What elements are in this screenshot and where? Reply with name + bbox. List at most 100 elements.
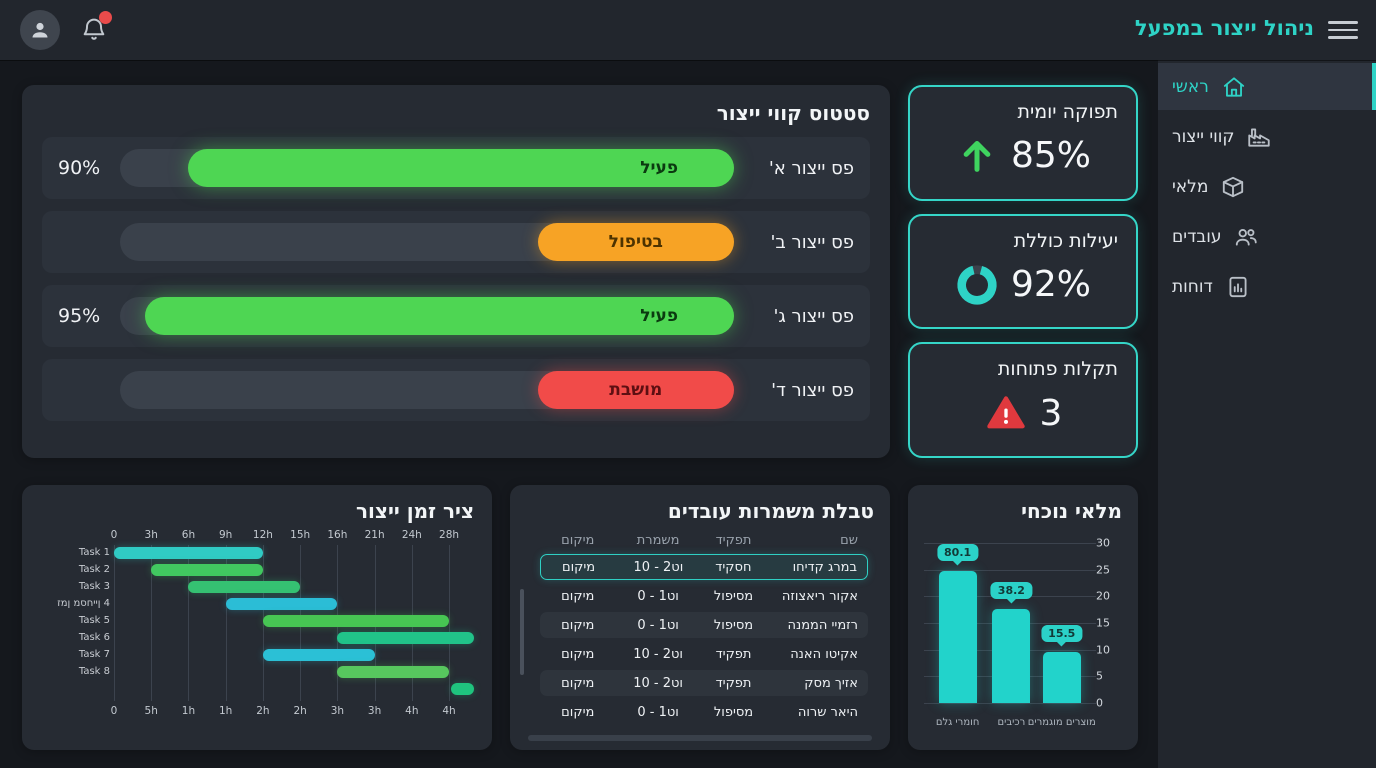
inventory-bar [992,609,1031,703]
inventory-ytick: 5 [1096,669,1103,683]
production-line-label: פס ייצור ב' [770,231,854,253]
gantt-axis-tick: 28h [439,529,460,541]
gantt-axis-tick: 12h [252,529,273,541]
cell-role: מסיפול [713,704,754,720]
sidebar-item-production-lines[interactable]: קווי ייצור [1158,113,1376,160]
cell-name: אקיטו האנה [790,646,858,662]
gantt-task-bar [262,649,375,661]
cell-name: היאר שרוה [797,704,858,720]
sidebar-item-reports[interactable]: דוחות [1158,263,1376,310]
inventory-ytick: 10 [1096,643,1110,657]
cell-shift: 10 - 2טו [633,559,684,575]
cell-shift: 0 - 1טו [637,588,679,604]
sidebar-item-inventory[interactable]: מלאי [1158,163,1376,210]
gantt-task-label: Task 2 [78,564,110,575]
gantt-task-label: Task 6 [78,632,110,643]
line-status-text: פעיל [640,158,678,178]
box-icon [1220,174,1246,200]
progress-fill-active: פעיל [187,149,734,187]
up-arrow-icon [955,134,999,178]
cell-shift: 0 - 1טו [637,704,679,720]
notifications-bell-icon[interactable] [80,11,112,45]
kpi-title: תקלות פתוחות [997,358,1118,381]
kpi-column: תפוקה יומית 85% יעילות כוללת 92% תקלות פתוחו… [908,85,1138,459]
shifts-table-row[interactable]: אקור ריאצוזה מסיפול 0 - 1טו מיקום [540,583,868,609]
shifts-table-row[interactable]: היאר שרוה מסיפול 0 - 1טו מיקום [540,699,868,725]
table-horizontal-scrollbar[interactable] [528,735,872,741]
kpi-value: 85% [1010,135,1091,177]
cell-name: אקור ריאצוזה [781,588,858,604]
person-icon [32,22,48,38]
table-vertical-scrollbar[interactable] [520,589,524,675]
inventory-category-label: חומרי גלם [935,717,980,728]
kpi-card-daily-output[interactable]: תפוקה יומית 85% [908,85,1138,201]
shifts-table-title: טבלת משמרות עובדים [667,499,874,523]
gantt-task-bar [450,683,474,695]
gantt-plot: Task 1 Task 2 Task 3 זמן מסחיין 4 Task 5 Task… [57,545,474,701]
shifts-table-body: במרג קדיחו חסקיד 10 - 2טו מיקום אקור ריאצוזה… [526,554,874,725]
gantt-axis-tick: 5h [144,705,158,717]
gantt-gridline [449,545,451,701]
line-status-text: מושבת [609,380,663,400]
inventory-gridline [924,543,1096,544]
gantt-task-label: Task 8 [78,666,110,677]
progress-track: פעיל [120,149,734,187]
sidebar-item-employees[interactable]: עובדים [1158,213,1376,260]
gantt-gridline [188,545,190,701]
cell-location: מיקום [561,588,595,604]
cell-name: במרג קדיחו [792,559,857,575]
kpi-value-row: 85% [928,123,1118,189]
cell-location: מיקום [561,617,595,633]
gantt-task-label: זמן מסחיין 4 [57,598,110,609]
line-status-text: בטיפול [608,232,663,252]
kpi-title: תפוקה יומית [1017,101,1118,123]
gantt-axis-tick: 1h [219,705,233,717]
gantt-bottom-axis: 0 5h 1h 1h 2h 2h 3h 3h 4h 4h [111,705,474,721]
production-timeline-panel: ציר זמן ייצור 0 3h 6h 9h 12h 15h 16h 21h 24h 28h … [22,485,492,750]
gantt-task-label: Task 5 [78,615,110,626]
progress-fill-maintenance: בטיפול [537,223,734,261]
hamburger-menu-icon[interactable] [1328,21,1358,39]
cell-role: מסיפול [713,617,754,633]
inventory-categories: חומרי גלם רכיבים מוצרים מוגמרים [924,717,1096,733]
kpi-card-overall-efficiency[interactable]: יעילות כוללת 92% [908,213,1138,330]
notification-dot [99,11,112,24]
cell-name: אזיך מסק [804,675,858,691]
shifts-table-row[interactable]: אקיטו האנה תפקיד 10 - 2טו מיקום [540,641,868,667]
cell-shift: 0 - 1טו [637,617,679,633]
kpi-value-row: 3 [928,380,1118,446]
progress-track: פעיל [120,297,734,335]
shifts-table-row[interactable]: במרג קדיחו חסקיד 10 - 2טו מיקום [540,554,868,580]
kpi-card-open-faults[interactable]: תקלות פתוחות 3 [908,342,1138,459]
gantt-task-bar [188,581,301,593]
shifts-header-loc: מיקום [561,533,595,548]
gantt-gridline [151,545,153,701]
user-avatar[interactable] [20,10,60,50]
line-percent: 95% [58,305,101,327]
sidebar: ראשי קווי ייצור מלאי עובדים דוחות [1158,60,1376,768]
shifts-table-row[interactable]: אזיך מסק תפקיד 10 - 2טו מיקום [540,670,868,696]
cell-role: תפקיד [715,646,752,662]
production-lines-status-panel: סטטוס קווי ייצור פס ייצור א' פעיל 90% פס יי… [22,85,890,458]
shifts-table-row[interactable]: רזמיי הממנה מסיפול 0 - 1טו מיקום [540,612,868,638]
line-status-text: פעיל [640,306,678,326]
sidebar-item-label: מלאי [1172,176,1209,197]
inventory-gridline [924,569,1096,571]
sidebar-item-label: ראשי [1172,76,1209,97]
production-line-row: פס ייצור א' פעיל 90% [42,137,870,199]
progress-track: בטיפול [120,223,734,261]
gantt-axis-tick: 4h [405,705,419,717]
production-line-label: פס ייצור ג' [773,305,854,327]
inventory-bar [1042,652,1081,703]
cell-shift: 10 - 2טו [633,675,683,691]
gantt-task-bar [151,564,263,576]
gantt-axis-tick: 3h [367,705,382,717]
progress-fill-active: פעיל [144,297,734,335]
cell-role: תפקיד [715,675,752,691]
inventory-category-label: מוצרים מוגמרים [1027,717,1096,728]
sidebar-item-home[interactable]: ראשי [1158,63,1376,110]
gantt-gridline [114,545,115,701]
shifts-header-shift: משמרת [636,533,680,548]
gantt-axis-tick: 21h [364,529,385,541]
inventory-ytick: 30 [1096,536,1110,550]
